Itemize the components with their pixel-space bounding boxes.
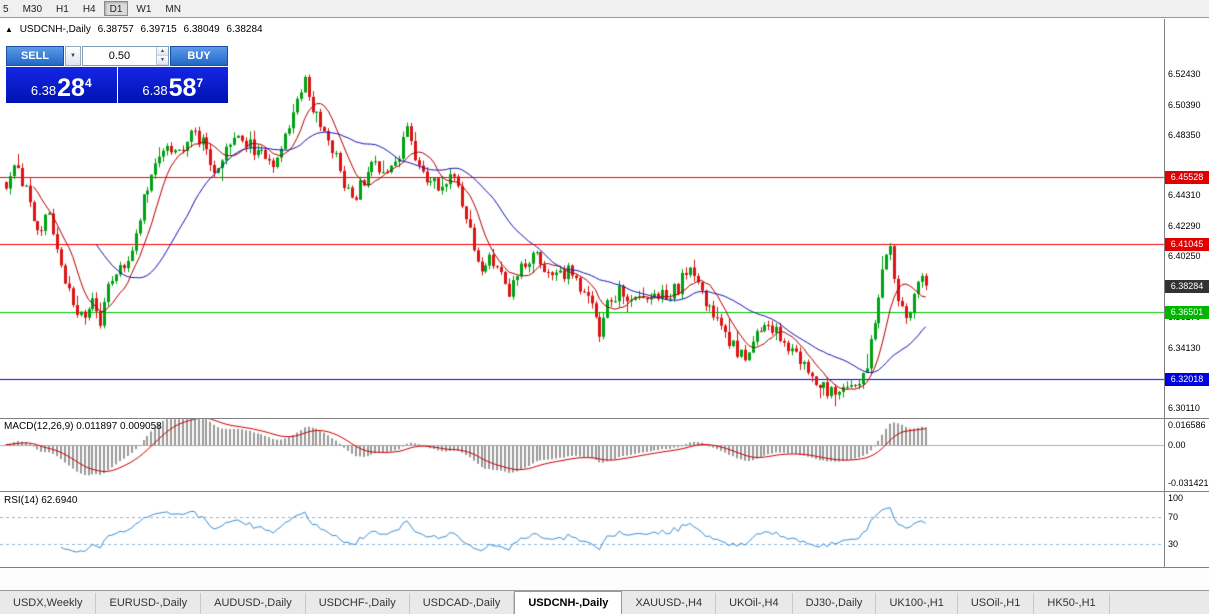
buy-price-box[interactable]: 6.38 58 7 <box>117 67 228 103</box>
sell-price-big: 28 <box>57 74 85 102</box>
chart-tab-usdcnh-daily[interactable]: USDCNH-,Daily <box>514 591 623 614</box>
price-tag-6.38284: 6.38284 <box>1165 280 1209 293</box>
chart-tab-bar: USDX,Weekly EURUSD-,Daily AUDUSD-,Daily USD… <box>0 590 1209 614</box>
price-axis-label: 6.30110 <box>1168 403 1200 413</box>
ohlc-open: 6.38757 <box>97 24 134 35</box>
chart-tab-dj30-daily[interactable]: DJ30-,Daily <box>793 593 877 614</box>
chart-tab-uk100-h1[interactable]: UK100-,H1 <box>876 593 958 614</box>
macd-axis-label: 0.00 <box>1168 440 1186 450</box>
volume-spinner: ▲ ▼ <box>155 47 168 65</box>
time-axis[interactable]: 10 May 20211 Jun 202123 Jun 202115 Jul 2… <box>0 568 1209 590</box>
chart-tab-hk50-h1[interactable]: HK50-,H1 <box>1034 593 1110 614</box>
chart-tab-usdcad-daily[interactable]: USDCAD-,Daily <box>410 593 515 614</box>
chart-tab-usdchf-daily[interactable]: USDCHF-,Daily <box>306 593 410 614</box>
ohlc-high: 6.39715 <box>140 24 177 35</box>
price-tag-6.32018: 6.32018 <box>1165 373 1209 386</box>
volume-input[interactable] <box>83 47 156 65</box>
price-axis-label: 6.40250 <box>1168 251 1201 261</box>
price-axis-label: 6.48350 <box>1168 130 1201 140</box>
price-tag-6.45528: 6.45528 <box>1165 171 1209 184</box>
chart-tab-usdx-weekly[interactable]: USDX,Weekly <box>0 593 97 614</box>
macd-axis-label: 0.016586 <box>1168 420 1206 430</box>
one-click-trading-widget: SELL ▼ ▲ ▼ BUY 6.38 28 4 6.38 58 7 <box>6 46 228 103</box>
ohlc-close: 6.38284 <box>226 24 263 35</box>
buy-price-big: 58 <box>168 74 197 102</box>
price-axis-label: 6.34130 <box>1168 343 1201 353</box>
rsi-indicator-label: RSI(14) 62.6940 <box>4 495 78 506</box>
price-axis-label: 6.52430 <box>1168 69 1201 79</box>
sell-price-sup: 4 <box>84 76 92 90</box>
chart-header: ▲ USDCNH-,Daily 6.38757 6.39715 6.38049 … <box>5 24 267 35</box>
sell-price-prefix: 6.38 <box>30 83 57 98</box>
price-tag-6.41045: 6.41045 <box>1165 238 1209 251</box>
timeframe-button-H4[interactable]: H4 <box>77 1 102 16</box>
timeframe-button-H1[interactable]: H1 <box>50 1 75 16</box>
rsi-axis-label: 30 <box>1168 539 1179 549</box>
pane-separator-main-macd[interactable] <box>0 418 1209 419</box>
buy-price-sup: 7 <box>196 76 204 90</box>
timeframe-button-D1[interactable]: D1 <box>103 1 129 16</box>
buy-button[interactable]: BUY <box>170 46 228 66</box>
sell-price-box[interactable]: 6.38 28 4 <box>6 67 117 103</box>
price-chart-canvas[interactable] <box>0 19 1165 567</box>
rsi-axis-label: 70 <box>1168 512 1179 522</box>
chart-tab-ukoil-h4[interactable]: UKOil-,H4 <box>716 593 793 614</box>
price-axis-label: 6.50390 <box>1168 100 1201 110</box>
price-tag-6.36501: 6.36501 <box>1165 306 1209 319</box>
volume-increase-icon[interactable]: ▲ <box>156 47 168 56</box>
timeframe-button-5[interactable]: 5 <box>0 1 15 16</box>
timeframe-button-W1[interactable]: W1 <box>130 1 157 16</box>
chart-tab-eurusd-daily[interactable]: EURUSD-,Daily <box>96 593 202 614</box>
rsi-axis-label: 100 <box>1168 493 1184 503</box>
macd-indicator-label: MACD(12,26,9) 0.011897 0.009058 <box>4 421 162 432</box>
price-axis-label: 6.44310 <box>1168 190 1201 200</box>
chart-tab-audusd-daily[interactable]: AUDUSD-,Daily <box>201 593 306 614</box>
timeframe-button-M30[interactable]: M30 <box>17 1 48 16</box>
volume-field-wrap: ▲ ▼ <box>82 46 169 66</box>
chart-tab-usoil-h1[interactable]: USOil-,H1 <box>958 593 1035 614</box>
collapse-trade-panel-icon[interactable]: ▲ <box>5 25 13 34</box>
macd-axis-label: -0.031421 <box>1168 478 1209 488</box>
pane-separator-macd-rsi[interactable] <box>0 491 1209 492</box>
chart-tab-xauusd-h4[interactable]: XAUUSD-,H4 <box>622 593 717 614</box>
price-axis-label: 6.42290 <box>1168 221 1201 231</box>
pane-separator-rsi-dates <box>0 567 1209 568</box>
volume-decrease-icon[interactable]: ▼ <box>156 56 168 65</box>
timeframe-toolbar: 5 M30 H1 H4 D1 W1 MN <box>0 0 1209 18</box>
ohlc-low: 6.38049 <box>183 24 220 35</box>
chart-symbol-label: USDCNH-,Daily <box>19 24 91 35</box>
volume-dropdown-button[interactable]: ▼ <box>65 46 81 66</box>
buy-price-prefix: 6.38 <box>142 83 168 98</box>
price-axis-border <box>1164 19 1165 567</box>
sell-button[interactable]: SELL <box>6 46 64 66</box>
timeframe-button-MN[interactable]: MN <box>159 1 187 16</box>
